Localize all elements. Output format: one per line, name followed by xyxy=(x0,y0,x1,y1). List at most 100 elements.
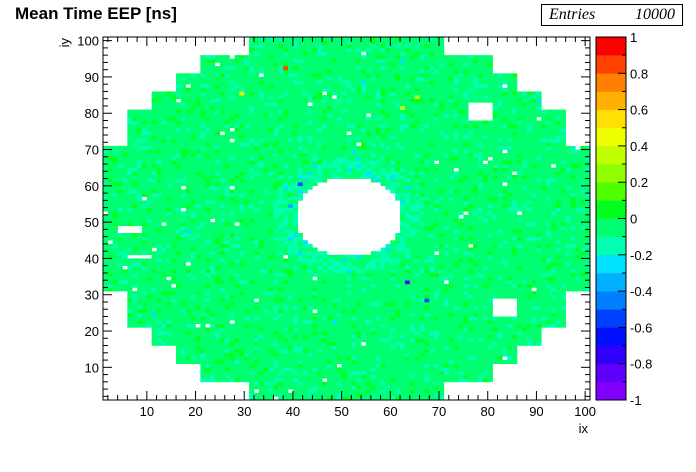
heatmap-cell xyxy=(103,272,109,277)
heatmap-cell xyxy=(288,153,294,158)
heatmap-cell xyxy=(268,73,274,78)
heatmap-cell xyxy=(161,178,167,183)
heatmap-cell xyxy=(229,280,235,285)
heatmap-cell xyxy=(327,392,333,397)
heatmap-cell xyxy=(404,207,411,212)
heatmap-cell xyxy=(351,258,357,263)
heatmap-cell xyxy=(307,131,313,136)
heatmap-cell xyxy=(161,185,167,190)
heatmap-cell xyxy=(117,196,123,201)
heatmap-cell xyxy=(336,312,342,317)
heatmap-cell xyxy=(365,338,372,343)
heatmap-cell xyxy=(400,265,406,270)
heatmap-cell xyxy=(180,316,187,321)
heatmap-cell xyxy=(190,345,196,350)
heatmap-cell xyxy=(327,171,333,176)
heatmap-cell xyxy=(375,87,381,92)
heatmap-cell xyxy=(117,178,123,183)
stats-box: Entries 10000 xyxy=(541,4,683,26)
heatmap-cell xyxy=(312,298,318,303)
heatmap-cell xyxy=(351,149,357,154)
heatmap-cell xyxy=(312,113,318,118)
heatmap-cell xyxy=(341,320,347,325)
heatmap-cell xyxy=(341,331,347,335)
heatmap-cell xyxy=(375,331,381,335)
heatmap-cell xyxy=(200,73,206,78)
heatmap-cell xyxy=(268,276,274,281)
heatmap-cell xyxy=(249,167,255,172)
heatmap-cell xyxy=(103,182,109,187)
heatmap-cell xyxy=(322,320,328,325)
heatmap-cell xyxy=(297,138,303,143)
heatmap-cell xyxy=(215,247,221,252)
heatmap-cell xyxy=(127,193,133,198)
heatmap-cell xyxy=(336,80,342,85)
heatmap-cell xyxy=(351,287,357,292)
heatmap-cell xyxy=(132,131,138,136)
heatmap-cell xyxy=(292,80,299,85)
heatmap-cell xyxy=(200,262,206,266)
heatmap-cell xyxy=(263,294,269,299)
heatmap-cell xyxy=(288,91,294,96)
heatmap-cell xyxy=(283,124,289,129)
heatmap-cell xyxy=(341,84,347,89)
heatmap-cell xyxy=(283,334,289,339)
heatmap-cell xyxy=(176,251,182,256)
heatmap-cell xyxy=(234,80,240,85)
heatmap-cell xyxy=(390,349,396,354)
heatmap-cell xyxy=(317,47,323,52)
heatmap-cell xyxy=(288,76,294,81)
heatmap-cell xyxy=(278,211,284,216)
heatmap-cell xyxy=(361,349,367,354)
heatmap-cell xyxy=(307,251,313,256)
heatmap-cell xyxy=(322,272,328,277)
heatmap-cell xyxy=(341,37,347,41)
heatmap-cell xyxy=(273,370,279,375)
heatmap-cell xyxy=(288,334,294,339)
heatmap-cell xyxy=(312,69,318,74)
heatmap-cell xyxy=(400,381,406,386)
heatmap-cell xyxy=(331,98,338,103)
heatmap-cell xyxy=(244,349,250,354)
heatmap-cell xyxy=(205,66,211,70)
heatmap-cell xyxy=(180,142,187,147)
heatmap-cell xyxy=(146,113,152,118)
heatmap-cell xyxy=(137,305,143,310)
heatmap-cell xyxy=(385,247,391,252)
heatmap-cell xyxy=(273,283,279,288)
heatmap-cell xyxy=(205,269,211,274)
heatmap-cell xyxy=(190,327,196,332)
heatmap-cell xyxy=(253,265,260,270)
heatmap-cell xyxy=(190,73,196,78)
heatmap-cell xyxy=(278,189,284,194)
heatmap-cell xyxy=(239,160,245,165)
heatmap-cell xyxy=(234,280,240,285)
heatmap-cell xyxy=(137,124,143,129)
heatmap-cell xyxy=(234,193,240,198)
heatmap-cell xyxy=(219,233,226,237)
heatmap-cell xyxy=(336,62,342,67)
heatmap-cell xyxy=(327,84,333,89)
heatmap-cell xyxy=(268,374,274,379)
heatmap-cell xyxy=(370,254,377,259)
heatmap-cell xyxy=(132,269,138,274)
heatmap-cell xyxy=(127,298,133,303)
heatmap-cell xyxy=(268,280,274,285)
heatmap-cell xyxy=(258,127,265,132)
heatmap-cell xyxy=(176,298,182,303)
heatmap-cell xyxy=(176,124,182,129)
heatmap-cell xyxy=(327,124,333,129)
heatmap-cell xyxy=(356,66,362,70)
heatmap-cell xyxy=(268,265,274,270)
heatmap-cell xyxy=(346,301,352,306)
heatmap-cell xyxy=(205,211,211,216)
heatmap-cell xyxy=(176,349,182,354)
heatmap-cell xyxy=(190,182,196,187)
heatmap-cell xyxy=(180,214,187,219)
heatmap-cell xyxy=(229,73,235,78)
heatmap-cell xyxy=(239,262,245,266)
heatmap-cell xyxy=(263,51,269,56)
heatmap-cell xyxy=(292,66,299,70)
heatmap-cell xyxy=(380,149,386,154)
heatmap-cell xyxy=(132,298,138,303)
